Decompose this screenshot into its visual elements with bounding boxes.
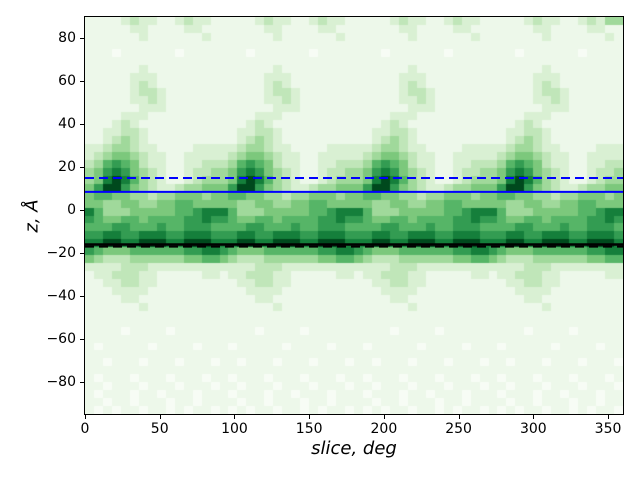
x-tick-label: 0 [80,421,90,437]
x-axis-label: slice, deg [311,438,397,459]
x-tick-label: 50 [150,421,169,437]
x-tick-label: 150 [295,421,323,437]
y-tick-mark [80,81,84,83]
y-tick-mark [80,124,84,126]
x-tick-mark [458,415,460,419]
x-tick-label: 300 [519,421,547,437]
plot-area [84,16,624,415]
y-axis-label: z, Å [21,199,43,233]
x-tick-label: 250 [445,421,472,437]
x-tick-mark [85,415,86,419]
x-tick-mark [383,415,385,419]
heatmap-image [85,17,623,414]
y-tick-label: −40 [46,287,76,304]
x-tick-mark [234,415,236,419]
y-tick-label: 80 [58,30,76,47]
x-tick-label: 350 [594,421,622,437]
y-tick-label: 60 [58,73,76,90]
y-tick-mark [80,167,84,169]
y-tick-mark [80,295,84,297]
y-tick-label: 0 [67,202,76,219]
x-tick-mark [608,415,610,419]
y-tick-mark [80,338,84,340]
x-tick-label: 200 [370,421,398,437]
y-tick-mark [80,253,84,255]
y-tick-label: −80 [46,373,76,390]
y-tick-label: −20 [46,245,76,262]
y-tick-mark [80,38,84,40]
ref-lines-overlay [85,176,623,248]
x-tick-mark [533,415,535,419]
y-tick-label: 40 [58,116,76,133]
y-tick-label: −60 [46,330,76,347]
x-tick-label: 100 [221,421,248,437]
y-tick-mark [80,210,84,212]
y-tick-label: 20 [58,159,76,176]
y-tick-mark [80,381,84,383]
x-tick-mark [159,415,161,419]
x-tick-mark [309,415,311,419]
